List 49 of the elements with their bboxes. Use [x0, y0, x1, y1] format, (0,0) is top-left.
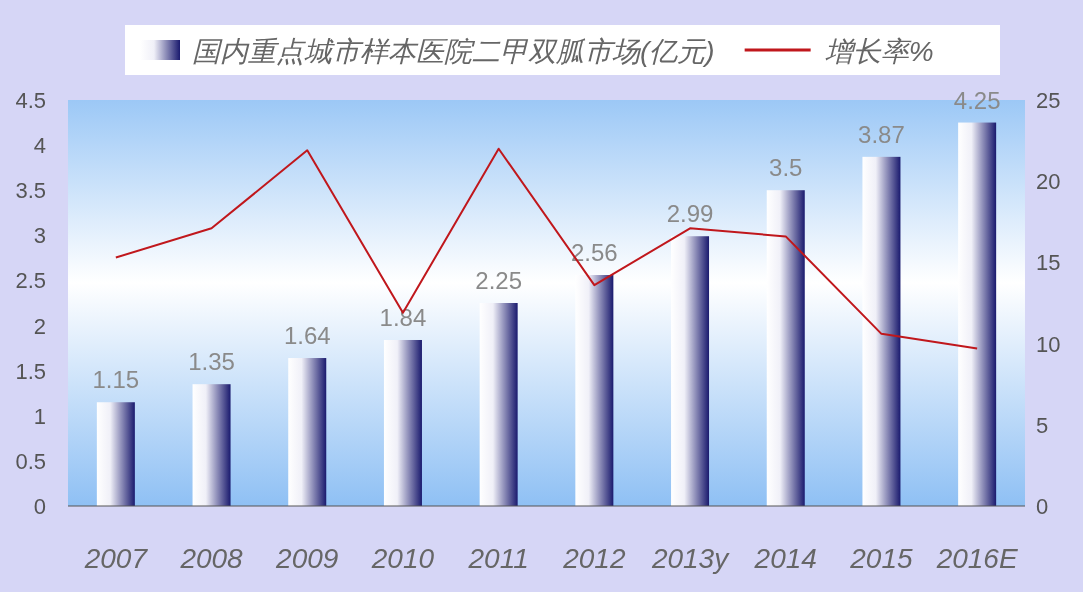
x-tick-label: 2010 [370, 543, 435, 574]
bar [862, 156, 901, 506]
data-label: 1.84 [379, 303, 427, 331]
y2-tick-label: 20 [1036, 169, 1061, 195]
x-tick-label: 2015 [849, 543, 914, 574]
y-tick-label: 3 [33, 223, 46, 249]
y-tick-label: 4.5 [15, 88, 46, 113]
data-label: 4.25 [953, 86, 1001, 114]
y-tick-label: 2.5 [15, 268, 46, 294]
x-tick-label: 2009 [275, 543, 339, 574]
y-tick-label: 0 [33, 494, 46, 519]
y-tick-label: 1 [33, 403, 46, 429]
bar [383, 339, 422, 506]
data-label: 3.5 [769, 154, 803, 182]
bar [288, 358, 327, 506]
y-tick-label: 4 [33, 133, 46, 159]
y2-tick-label: 0 [1036, 494, 1049, 519]
data-label: 1.35 [188, 348, 235, 376]
y-tick-label: 0.5 [15, 448, 46, 474]
legend-label: 增长率% [824, 36, 934, 67]
line-series [114, 147, 979, 350]
data-label: 2.56 [570, 239, 618, 267]
x-tick-label: 2016E [935, 543, 1018, 574]
data-label: 3.87 [858, 120, 905, 148]
y-tick-label: 1.5 [15, 358, 46, 384]
bar [192, 384, 231, 506]
x-tick-label: 2008 [179, 543, 244, 574]
bar [479, 303, 518, 506]
y2-tick-label: 10 [1036, 331, 1061, 357]
data-label: 2.25 [475, 267, 523, 294]
x-tick-label: 2012 [562, 543, 626, 574]
y2-tick-label: 25 [1036, 88, 1061, 113]
x-tick-label: 2013y [650, 543, 731, 574]
x-tick-label: 2007 [83, 543, 149, 574]
data-label: 1.15 [92, 366, 140, 394]
y2-tick-label: 5 [1036, 412, 1049, 438]
y-tick-label: 2 [33, 313, 46, 339]
y-tick-label: 3.5 [15, 178, 46, 204]
data-label: 1.64 [283, 322, 331, 350]
x-tick-label: 2014 [753, 543, 817, 574]
legend-label: 国内重点城市样本医院二甲双胍市场(亿元) [192, 36, 715, 67]
y2-tick-label: 15 [1036, 250, 1061, 276]
bar [958, 122, 997, 506]
data-label: 2.99 [666, 200, 714, 228]
bar [96, 402, 135, 506]
x-tick-label: 2011 [467, 543, 529, 574]
bar [671, 236, 710, 506]
bar [766, 190, 805, 506]
bar [575, 275, 614, 506]
